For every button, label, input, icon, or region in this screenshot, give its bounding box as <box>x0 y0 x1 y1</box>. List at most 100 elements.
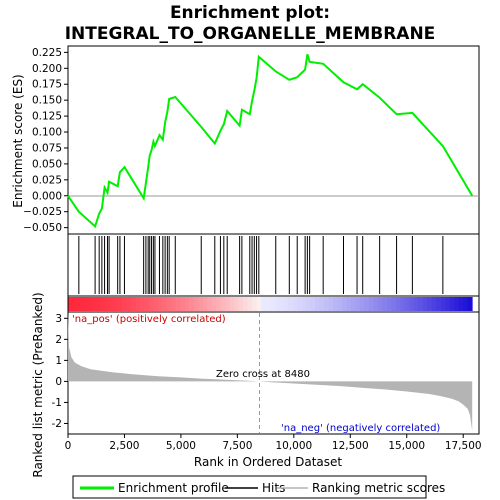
metric-x-axis-ticks: 0 2,500 5,000 7,500 10,000 12,500 15,000 17,500 <box>65 434 482 452</box>
es-y-axis-label: Enrichment score (ES) <box>11 74 25 207</box>
color-bar-segment <box>463 297 469 311</box>
color-bar-segment <box>409 297 415 311</box>
es-y-tick-label: 0.175 <box>32 79 62 91</box>
color-bar-segment <box>68 297 73 311</box>
metric-y-tick-label: 3 <box>55 313 62 325</box>
color-bar-segment <box>283 297 289 311</box>
es-y-tick-label: 0.050 <box>32 158 62 170</box>
color-bar-segment <box>427 297 433 311</box>
hits-panel <box>67 233 480 297</box>
es-panel: −0.050 −0.025 0.000 0.025 0.050 0.075 0.100 0.1… <box>23 45 480 235</box>
color-bar-segment <box>103 297 109 311</box>
color-bar-segment <box>76 297 82 311</box>
color-bar-segment <box>445 297 451 311</box>
color-bar-segment <box>207 297 213 311</box>
color-bar-segment <box>319 297 325 311</box>
metric-y-tick-label: 2 <box>55 334 62 346</box>
color-bar-segment <box>400 297 406 311</box>
color-bar-segment <box>180 297 186 311</box>
color-bar-segment <box>310 297 316 311</box>
color-bar-segment <box>431 297 437 311</box>
color-bar-segment <box>238 297 244 311</box>
x-tick-label: 5,000 <box>166 440 196 452</box>
es-y-tick-label: −0.025 <box>23 206 62 218</box>
color-bar-segment <box>274 297 280 311</box>
color-bar-segment <box>454 297 460 311</box>
metric-plot-frame <box>67 311 480 435</box>
es-y-tick-label: 0.200 <box>32 63 62 75</box>
es-y-tick-label: 0.225 <box>32 47 62 59</box>
color-bar-segment <box>148 297 154 311</box>
es-y-tick-label: 0.150 <box>32 95 62 107</box>
x-tick-label: 2,500 <box>109 440 139 452</box>
es-plot-frame <box>67 45 480 235</box>
legend-metric-label: Ranking metric scores <box>312 481 445 495</box>
positive-correlation-label: 'na_pos' (positively correlated) <box>72 314 226 325</box>
color-bar-segment <box>265 297 271 311</box>
chart-title-line2: INTEGRAL_TO_ORGANELLE_MEMBRANE <box>65 24 436 44</box>
x-axis-label: Rank in Ordered Dataset <box>194 455 342 469</box>
color-bar-segment <box>297 297 302 311</box>
es-y-axis-ticks: −0.050 −0.025 0.000 0.025 0.050 0.075 0.100 0.1… <box>23 47 68 234</box>
color-bar-segment <box>301 297 307 311</box>
color-bar-segment <box>171 297 177 311</box>
color-bar-segment <box>157 297 163 311</box>
color-bar-segment <box>94 297 100 311</box>
legend-hits-label: Hits <box>262 481 285 495</box>
color-bar-segment <box>108 297 114 311</box>
color-bar-segment <box>72 297 78 311</box>
enrichment-profile-line <box>67 54 474 229</box>
color-bar-segment <box>341 297 347 311</box>
color-bar-segment <box>81 297 87 311</box>
color-bar-segment <box>130 297 136 311</box>
legend: Enrichment profile Hits Ranking metric s… <box>72 475 445 499</box>
color-bar-segment <box>139 297 145 311</box>
color-bar-segment <box>346 297 352 311</box>
color-bar-segment <box>306 297 311 311</box>
x-tick-label: 10,000 <box>275 440 312 452</box>
color-bar-segment <box>413 297 419 311</box>
color-bar-segment <box>364 297 370 311</box>
color-bar-segment <box>337 297 343 311</box>
color-bar-segment <box>121 297 127 311</box>
color-bar-segment <box>99 297 105 311</box>
color-bar-segment <box>355 297 361 311</box>
hit-lines <box>78 236 444 294</box>
color-bar-segment <box>288 297 293 311</box>
color-bar-segment <box>279 297 284 311</box>
color-bar-segment <box>440 297 446 311</box>
es-y-tick-label: 0.100 <box>32 127 62 139</box>
color-bar-segment <box>315 297 320 311</box>
x-tick-label: 12,500 <box>332 440 369 452</box>
color-bar-segment <box>395 297 401 311</box>
color-bar-segment <box>449 297 455 311</box>
es-y-tick-label: 0.075 <box>32 142 62 154</box>
color-bar-segment <box>184 297 190 311</box>
color-bar-segment <box>144 297 150 311</box>
hits-frame <box>67 233 480 297</box>
color-bar-segment <box>126 297 132 311</box>
color-bar-segment <box>350 297 356 311</box>
color-bar-segment <box>193 297 199 311</box>
metric-y-tick-label: 0 <box>55 376 62 388</box>
color-bar-segment <box>324 297 329 311</box>
color-bar-segment <box>216 297 222 311</box>
color-bar-segment <box>422 297 428 311</box>
metric-y-axis-label: Ranked list metric (PreRanked) <box>31 292 45 477</box>
color-bar-segment <box>234 297 240 311</box>
color-bar-segment <box>404 297 410 311</box>
color-bar-segment <box>166 297 172 311</box>
color-bar-segment <box>198 297 204 311</box>
color-bar-segment <box>256 297 262 311</box>
chart-title-line1: Enrichment plot: <box>170 3 330 23</box>
color-bar-segment <box>377 297 383 311</box>
color-bar-segment <box>135 297 141 311</box>
x-tick-label: 17,500 <box>445 440 482 452</box>
metric-y-tick-label: 1 <box>55 355 62 367</box>
color-bar-segment <box>220 297 226 311</box>
color-bar-segment <box>211 297 217 311</box>
metric-panel: -2 -1 0 1 2 3 0 2,500 5,000 7,500 10,000 12,500 15,… <box>52 311 482 452</box>
color-bar-segment <box>467 297 473 311</box>
color-bar-segment <box>175 297 181 311</box>
